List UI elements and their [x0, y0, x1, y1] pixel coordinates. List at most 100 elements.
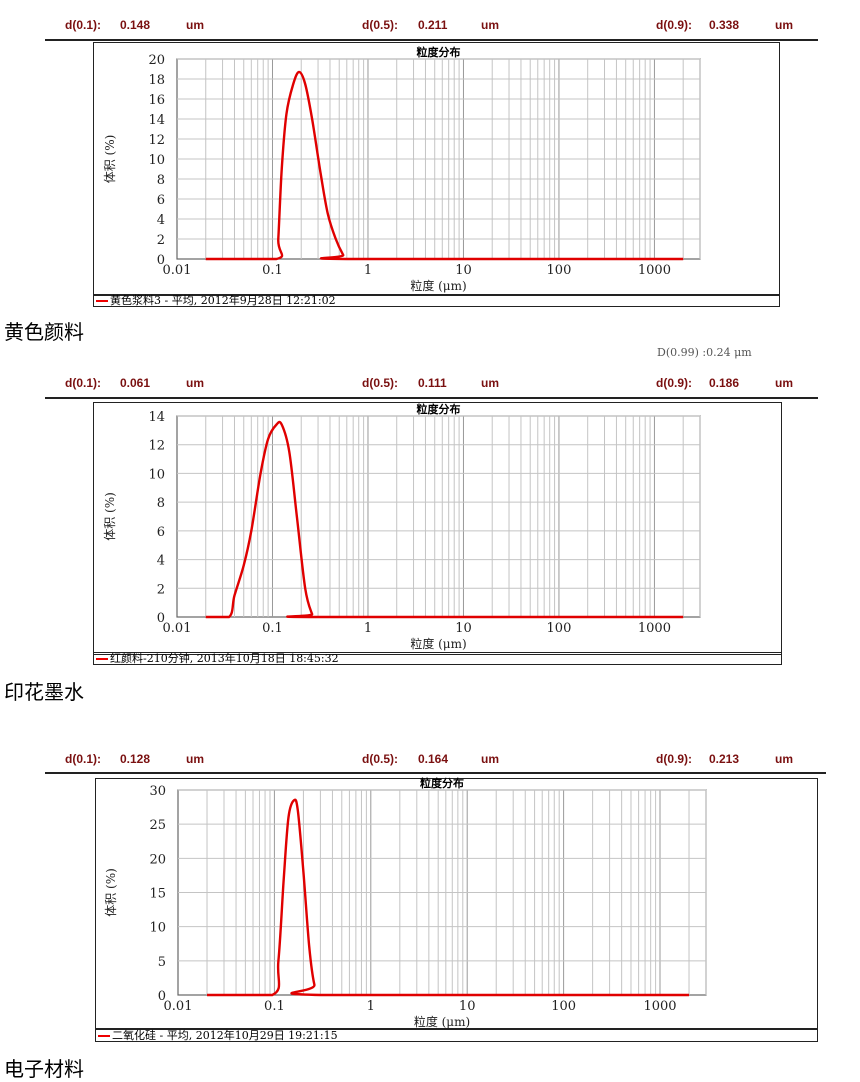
- stat-label-d01: d(0.1):: [65, 376, 101, 390]
- x-tick-label: 10: [455, 621, 472, 636]
- y-tick-label: 18: [148, 73, 165, 88]
- stat-label-d09: d(0.9):: [656, 752, 692, 766]
- series-line: [207, 798, 690, 997]
- x-tick-label: 0.1: [264, 999, 285, 1014]
- header-separator: [45, 772, 826, 774]
- chart-title: 粒度分布: [420, 776, 464, 790]
- x-tick-label: 0.01: [163, 621, 192, 636]
- y-tick-label: 5: [158, 955, 166, 970]
- d099-note: D(0.99) :0.24 μm: [657, 346, 752, 359]
- y-tick-label: 8: [157, 173, 165, 188]
- stat-label-d09: d(0.9):: [656, 376, 692, 390]
- stat-label-d05: d(0.5):: [362, 376, 398, 390]
- chart-title: 粒度分布: [417, 402, 461, 416]
- chart-legend: 黄色浆料3 - 平均, 2012年9月28日 12:21:02: [93, 294, 780, 307]
- y-tick-label: 4: [157, 554, 165, 569]
- x-tick-label: 0.01: [163, 263, 192, 278]
- legend-text: 二氧化硅 - 平均, 2012年10月29日 19:21:15: [112, 1029, 338, 1042]
- stat-value-d09: 0.213: [709, 752, 740, 766]
- y-tick-label: 15: [149, 887, 166, 902]
- y-tick-label: 30: [149, 784, 166, 799]
- stat-value-d05: 0.164: [418, 752, 449, 766]
- stat-unit: um: [481, 376, 499, 390]
- x-tick-label: 10: [455, 263, 472, 278]
- y-tick-label: 20: [148, 53, 165, 68]
- chart-frame: [95, 778, 818, 1029]
- stat-unit: um: [775, 752, 793, 766]
- series-line: [205, 70, 684, 261]
- chart-frame: [93, 42, 780, 296]
- sample-label: 电子材料: [4, 1057, 84, 1081]
- y-tick-label: 10: [148, 153, 165, 168]
- x-axis-label: 粒度 (μm): [410, 278, 466, 293]
- stat-label-d05: d(0.5):: [362, 752, 398, 766]
- x-tick-label: 1000: [638, 263, 671, 278]
- stat-unit: um: [775, 376, 793, 390]
- stat-unit: um: [186, 752, 204, 766]
- y-tick-label: 14: [148, 113, 165, 128]
- stat-label-d09: d(0.9):: [656, 18, 692, 32]
- stat-value-d05: 0.111: [418, 376, 447, 390]
- sample-label: 黄色颜料: [4, 320, 84, 344]
- y-tick-label: 6: [157, 193, 165, 208]
- chart-1: 0 2 4 6 8 10 12 14 16 18 20 0.01 0.1 1 10 100 1000 粒度分布粒度…: [103, 45, 701, 293]
- x-tick-label: 100: [547, 621, 572, 636]
- x-axis-label: 粒度 (μm): [410, 636, 466, 651]
- x-tick-label: 1: [367, 999, 375, 1014]
- y-axis-label: 体积 (%): [103, 135, 117, 184]
- x-tick-label: 1000: [643, 999, 676, 1014]
- x-tick-label: 100: [551, 999, 576, 1014]
- stat-value-d01: 0.128: [120, 752, 151, 766]
- x-tick-label: 10: [459, 999, 476, 1014]
- y-tick-label: 2: [157, 233, 165, 248]
- legend-text: 黄色浆料3 - 平均, 2012年9月28日 12:21:02: [110, 294, 336, 307]
- stat-value-d01: 0.061: [120, 376, 151, 390]
- x-tick-label: 100: [547, 263, 572, 278]
- y-axis-label: 体积 (%): [103, 492, 117, 541]
- stat-label-d01: d(0.1):: [65, 18, 101, 32]
- stat-unit: um: [186, 18, 204, 32]
- x-tick-label: 0.1: [262, 263, 283, 278]
- y-tick-label: 0: [157, 611, 165, 626]
- y-tick-label: 8: [157, 496, 165, 511]
- chart-frame: [93, 402, 782, 655]
- x-tick-label: 1: [364, 263, 372, 278]
- sample-label: 印花墨水: [4, 680, 84, 704]
- header-separator: [45, 39, 818, 41]
- chart-legend: 红颜料-210分钟, 2013年10月18日 18:45:32: [93, 652, 782, 665]
- stat-unit: um: [481, 752, 499, 766]
- stat-value-d09: 0.338: [709, 18, 740, 32]
- chart-legend: 二氧化硅 - 平均, 2012年10月29日 19:21:15: [95, 1029, 818, 1042]
- y-tick-label: 25: [149, 818, 166, 833]
- stat-unit: um: [775, 18, 793, 32]
- series-line: [205, 420, 684, 619]
- stat-label-d05: d(0.5):: [362, 18, 398, 32]
- x-axis-label: 粒度 (μm): [414, 1014, 470, 1029]
- y-tick-label: 14: [148, 410, 165, 425]
- legend-text: 红颜料-210分钟, 2013年10月18日 18:45:32: [110, 652, 339, 665]
- x-tick-label: 1: [364, 621, 372, 636]
- y-tick-label: 12: [148, 439, 165, 454]
- y-tick-label: 10: [148, 467, 165, 482]
- header-separator: [45, 397, 818, 399]
- stat-value-d09: 0.186: [709, 376, 740, 390]
- legend-swatch: [96, 658, 108, 660]
- x-tick-label: 1000: [638, 621, 671, 636]
- y-tick-label: 2: [157, 582, 165, 597]
- y-tick-label: 6: [157, 525, 165, 540]
- y-tick-label: 0: [158, 989, 166, 1004]
- y-tick-label: 20: [149, 852, 166, 867]
- chart-title: 粒度分布: [417, 45, 461, 59]
- y-tick-label: 4: [157, 213, 165, 228]
- stat-value-d01: 0.148: [120, 18, 151, 32]
- stat-unit: um: [186, 376, 204, 390]
- plot-area: [176, 415, 701, 618]
- y-tick-label: 12: [148, 133, 165, 148]
- stat-value-d05: 0.211: [418, 18, 448, 32]
- y-tick-label: 10: [149, 921, 166, 936]
- y-axis-label: 体积 (%): [104, 868, 118, 917]
- y-tick-label: 0: [157, 253, 165, 268]
